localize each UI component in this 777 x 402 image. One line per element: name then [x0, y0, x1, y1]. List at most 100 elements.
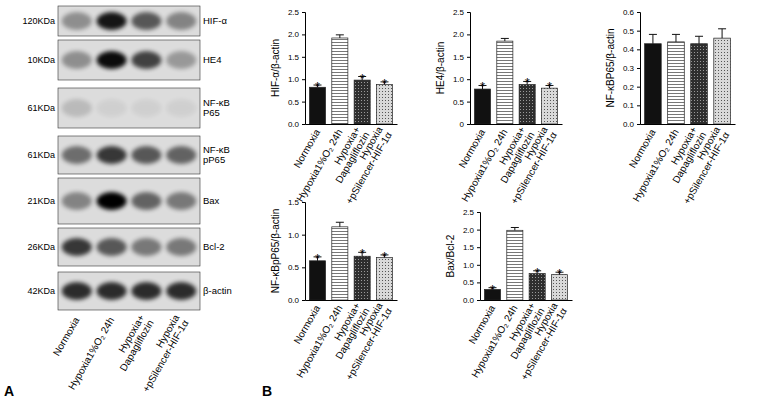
y-tick-label: 0.5: [463, 278, 475, 287]
y-tick-label: 1.5: [463, 243, 475, 252]
plot-area: [309, 222, 392, 300]
y-tick-mark: [302, 267, 305, 268]
category-label: Hypoxia+pSilencer-HIF-1α: [509, 300, 569, 382]
error-bar: [718, 29, 726, 38]
y-tick-mark: [302, 300, 305, 301]
y-tick-label: 0.2: [623, 83, 635, 92]
bar-chart: ***0.00.51.01.52.02.5NormoxiaHypoxia1%O₂…: [270, 8, 398, 206]
y-tick: 2.5: [453, 8, 470, 17]
y-tick: 2.0: [463, 226, 480, 235]
bar: [714, 38, 731, 124]
y-tick-mark: [637, 105, 640, 106]
blot-band: [97, 238, 127, 256]
error-cap: [718, 28, 726, 29]
y-tick-mark: [467, 12, 470, 13]
significance-mark: *: [535, 265, 540, 280]
y-tick: 0.3: [623, 64, 640, 73]
y-tick: 2.5: [463, 208, 480, 217]
molecular-weight: 26KDa: [27, 242, 55, 252]
y-axis-line: [302, 13, 306, 125]
blot-row: 21KDaBax: [27, 178, 219, 224]
x-axis: [481, 300, 573, 301]
blot-band: [166, 192, 196, 210]
bar: [309, 261, 325, 300]
y-tick: 1.5: [453, 53, 470, 62]
y-axis-title: HIF-α/β-actin: [270, 39, 281, 97]
bar-chart: ***00.51.01.52.02.5NormoxiaHypoxia1%O₂ 2…: [435, 8, 563, 206]
blot-strip: [58, 6, 200, 36]
protein-label: β-actin: [203, 285, 232, 296]
y-tick-mark: [467, 124, 470, 125]
y-tick: 1.5: [288, 53, 305, 62]
y-tick-label: 2.0: [453, 30, 465, 39]
y-tick-mark: [467, 79, 470, 80]
y-tick-label: 0.4: [623, 45, 635, 54]
blot-band: [166, 238, 196, 256]
blot-strip: [58, 228, 200, 266]
error-stem: [675, 34, 676, 41]
y-tick: 0.5: [288, 98, 305, 107]
y-axis: 0.00.10.20.30.40.50.6: [623, 8, 641, 129]
y-tick-label: 1.0: [288, 75, 300, 84]
blot-band: [166, 12, 196, 30]
y-tick-mark: [637, 12, 640, 13]
y-tick-mark: [477, 247, 480, 248]
y-tick-mark: [477, 230, 480, 231]
error-bar: [695, 36, 703, 43]
error-stem: [339, 222, 340, 227]
error-bar: [501, 38, 509, 41]
y-tick-mark: [302, 202, 305, 203]
y-tick-mark: [477, 300, 480, 301]
error-bar: [336, 35, 344, 38]
bar: [507, 230, 523, 300]
blot-strip: [58, 40, 200, 80]
error-cap: [511, 227, 519, 228]
y-tick-label: 2.5: [463, 208, 475, 217]
bar: [497, 41, 513, 124]
y-tick-label: 0.0: [463, 296, 475, 305]
molecular-weight: 42KDa: [27, 286, 55, 296]
figure: 120KDaHIF-α10KDaHE461KDaNF-κBP6561KDaNF-…: [0, 0, 777, 402]
plot-area: [309, 35, 392, 124]
significance-mark: *: [360, 71, 365, 86]
significance-mark: *: [547, 79, 552, 94]
molecular-weight: 61KDa: [27, 150, 55, 160]
y-tick-mark: [302, 34, 305, 35]
y-tick: 1.0: [453, 75, 470, 84]
bar: [519, 85, 535, 124]
x-axis-line: [481, 300, 573, 301]
blot-band: [131, 99, 161, 117]
significance-mark: *: [382, 249, 387, 264]
category-label: Hypoxia1%O₂ 24h: [294, 127, 344, 203]
blot-strip: [58, 178, 200, 224]
y-tick-label: 2.0: [288, 30, 300, 39]
y-tick-label: 1.5: [288, 198, 300, 207]
blot-row: 26KDaBcl-2: [27, 228, 224, 266]
blot-band: [131, 51, 161, 69]
blot-band: [97, 282, 127, 300]
category-label: Hypoxia1%O₂ 24h: [630, 127, 680, 203]
y-tick-label: 0.5: [288, 263, 300, 272]
y-tick-label: 0.0: [623, 120, 635, 129]
molecular-weight: 120KDa: [22, 16, 55, 26]
y-tick-mark: [302, 124, 305, 125]
molecular-weight: 61KDa: [27, 103, 55, 113]
y-axis: 0.00.51.01.52.02.5: [463, 208, 481, 305]
plot-area: [645, 29, 731, 124]
y-tick: 0.1: [623, 101, 640, 110]
blot-row: 61KDaNF-κBpP65: [27, 136, 229, 174]
x-axis-line: [641, 124, 736, 125]
y-tick-mark: [302, 79, 305, 80]
x-axis-line: [306, 124, 398, 125]
bar-chart: ***0.00.51.01.5NormoxiaHypoxia1%O₂ 24hHy…: [270, 198, 398, 382]
y-tick: 0: [460, 120, 470, 129]
y-tick: 2.5: [288, 8, 305, 17]
x-axis: [306, 300, 398, 301]
blot-band: [62, 99, 92, 117]
blot-row: 42KDa β-actin: [27, 272, 231, 310]
blot-band: [166, 282, 196, 300]
blot-band: [62, 12, 92, 30]
blot-band: [131, 238, 161, 256]
x-axis: [471, 124, 563, 125]
category-label: Hypoxia+pSilencer-HIF-1α: [499, 124, 559, 206]
